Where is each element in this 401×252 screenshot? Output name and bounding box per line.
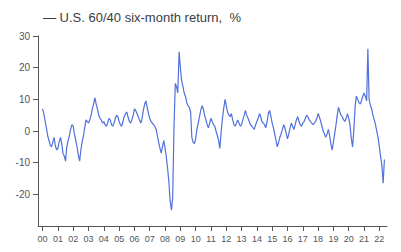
svg-text:07: 07 (145, 234, 155, 244)
svg-text:22: 22 (374, 234, 384, 244)
svg-text:17: 17 (298, 234, 308, 244)
svg-text:-10: -10 (16, 157, 31, 168)
svg-text:00: 00 (38, 234, 48, 244)
svg-text:30: 30 (19, 31, 31, 42)
svg-text:10: 10 (19, 94, 31, 105)
svg-text:05: 05 (114, 234, 124, 244)
svg-text:10: 10 (191, 234, 201, 244)
svg-text:16: 16 (282, 234, 292, 244)
svg-text:02: 02 (68, 234, 78, 244)
svg-text:-20: -20 (16, 189, 31, 200)
svg-text:09: 09 (175, 234, 185, 244)
svg-text:12: 12 (221, 234, 231, 244)
svg-text:— U.S. 60/40 six-month return,: — U.S. 60/40 six-month return, % (43, 10, 241, 25)
svg-text:20: 20 (19, 62, 31, 73)
svg-text:04: 04 (99, 234, 109, 244)
svg-text:01: 01 (53, 234, 63, 244)
svg-text:19: 19 (328, 234, 338, 244)
svg-text:08: 08 (160, 234, 170, 244)
svg-text:14: 14 (252, 234, 262, 244)
svg-text:18: 18 (313, 234, 323, 244)
svg-text:03: 03 (84, 234, 94, 244)
svg-text:20: 20 (344, 234, 354, 244)
svg-text:21: 21 (359, 234, 369, 244)
svg-text:11: 11 (206, 234, 215, 244)
svg-text:06: 06 (129, 234, 139, 244)
svg-text:15: 15 (267, 234, 277, 244)
svg-text:0: 0 (24, 126, 30, 137)
svg-text:13: 13 (237, 234, 247, 244)
